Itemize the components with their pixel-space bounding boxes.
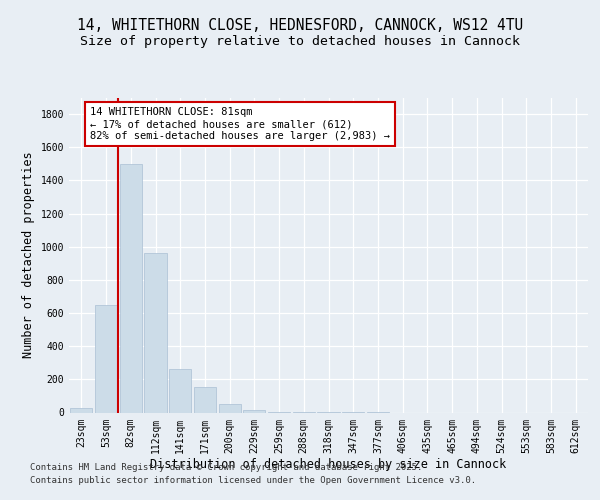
Y-axis label: Number of detached properties: Number of detached properties <box>22 152 35 358</box>
Bar <box>218 404 241 412</box>
Bar <box>119 164 142 412</box>
Bar <box>145 254 167 412</box>
Bar <box>194 387 216 412</box>
Bar <box>95 304 117 412</box>
Text: Contains HM Land Registry data © Crown copyright and database right 2025.: Contains HM Land Registry data © Crown c… <box>30 462 422 471</box>
Bar <box>169 370 191 412</box>
Text: 14 WHITETHORN CLOSE: 81sqm
← 17% of detached houses are smaller (612)
82% of sem: 14 WHITETHORN CLOSE: 81sqm ← 17% of deta… <box>90 108 390 140</box>
X-axis label: Distribution of detached houses by size in Cannock: Distribution of detached houses by size … <box>151 458 506 471</box>
Text: Size of property relative to detached houses in Cannock: Size of property relative to detached ho… <box>80 35 520 48</box>
Bar <box>70 408 92 412</box>
Bar <box>243 410 265 412</box>
Text: Contains public sector information licensed under the Open Government Licence v3: Contains public sector information licen… <box>30 476 476 485</box>
Text: 14, WHITETHORN CLOSE, HEDNESFORD, CANNOCK, WS12 4TU: 14, WHITETHORN CLOSE, HEDNESFORD, CANNOC… <box>77 18 523 32</box>
